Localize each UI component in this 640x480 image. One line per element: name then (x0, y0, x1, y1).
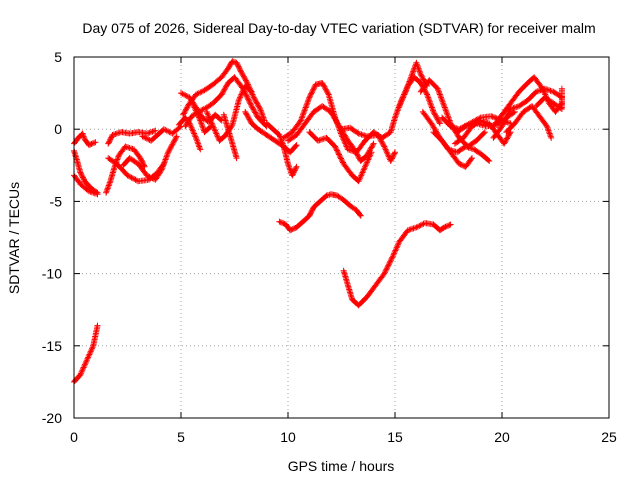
series-track (220, 111, 240, 162)
data-point-markers (276, 191, 364, 234)
y-tick-label: 5 (54, 49, 62, 65)
series-track (533, 85, 565, 112)
x-tick-label: 0 (70, 429, 78, 445)
y-tick-label: -15 (42, 338, 62, 354)
chart-title: Day 075 of 2026, Sidereal Day-to-day VTE… (82, 20, 595, 36)
data-point-markers (139, 123, 184, 144)
x-tick-label: 5 (177, 429, 185, 445)
data-point-markers (263, 120, 300, 179)
series-track (120, 133, 180, 183)
data-point-markers (430, 129, 475, 170)
y-tick-label: -10 (42, 266, 62, 282)
x-tick-label: 15 (387, 429, 403, 445)
x-tick-label: 10 (280, 429, 296, 445)
data-points-layer (71, 58, 565, 385)
y-tick-label: -20 (42, 410, 62, 426)
data-point-markers (490, 85, 565, 141)
data-point-markers (105, 127, 159, 147)
series-track (340, 220, 454, 309)
series-track (285, 103, 377, 164)
x-tick-label: 25 (601, 429, 617, 445)
plot-border (73, 56, 610, 419)
series-track (190, 103, 214, 136)
data-point-markers (285, 103, 377, 164)
series-track (306, 129, 375, 185)
series-track (396, 59, 431, 110)
data-point-markers (120, 133, 180, 183)
series-track (139, 123, 184, 144)
data-point-markers (533, 85, 565, 112)
data-point-markers (220, 111, 240, 162)
y-axis-title: SDTVAR / TECUs (6, 182, 22, 294)
series-track (103, 143, 148, 196)
data-point-markers (190, 103, 214, 136)
x-axis-title: GPS time / hours (288, 458, 395, 474)
data-point-markers (396, 59, 431, 110)
y-tick-label: -5 (50, 193, 63, 209)
series-track (490, 85, 565, 141)
series-track (430, 129, 475, 170)
data-point-markers (340, 220, 454, 309)
data-point-markers (103, 143, 148, 196)
series-track (503, 103, 555, 141)
series-track (276, 191, 364, 234)
x-tick-label: 20 (494, 429, 510, 445)
series-track (105, 127, 159, 147)
data-point-markers (503, 103, 555, 141)
data-point-markers (306, 129, 375, 185)
ticks-layer: 0 5 10 15 20 25 5 0 -5 -10 -15 -20 (42, 49, 617, 445)
series-track (263, 120, 300, 179)
y-tick-label: 0 (54, 121, 62, 137)
